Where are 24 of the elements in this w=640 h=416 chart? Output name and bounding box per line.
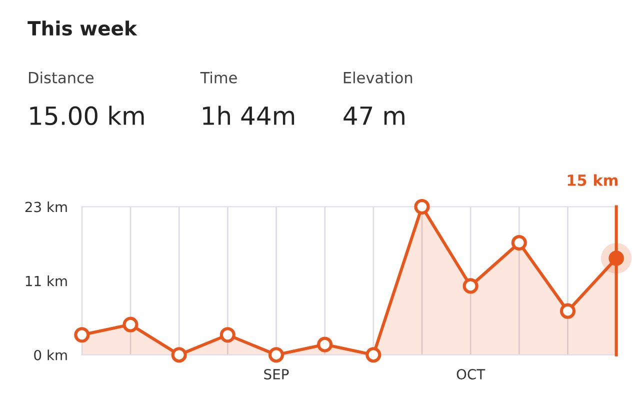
point <box>511 235 527 251</box>
x-tick-label: OCT <box>456 368 486 380</box>
point <box>560 303 576 319</box>
y-tick-label: 23 km <box>25 201 67 212</box>
point <box>171 347 187 363</box>
point <box>220 327 236 343</box>
chart-title: This week <box>28 20 138 36</box>
point <box>122 316 138 332</box>
point <box>366 347 382 363</box>
point <box>414 198 430 215</box>
x-tick-label: SEP <box>264 368 289 380</box>
text: Time <box>200 72 237 84</box>
text: 1h 44m <box>203 106 294 125</box>
point <box>317 336 333 352</box>
text: Elevation <box>344 72 412 84</box>
point <box>462 278 478 294</box>
point <box>74 327 90 343</box>
text: 15.00 km <box>30 106 144 126</box>
y-tick-label: 0 km <box>34 350 67 360</box>
text: 15 km <box>568 174 618 186</box>
point <box>268 347 284 363</box>
text: 47 m <box>344 106 404 125</box>
y-tick-label: 11 km <box>26 276 67 286</box>
text: Distance <box>29 72 94 84</box>
